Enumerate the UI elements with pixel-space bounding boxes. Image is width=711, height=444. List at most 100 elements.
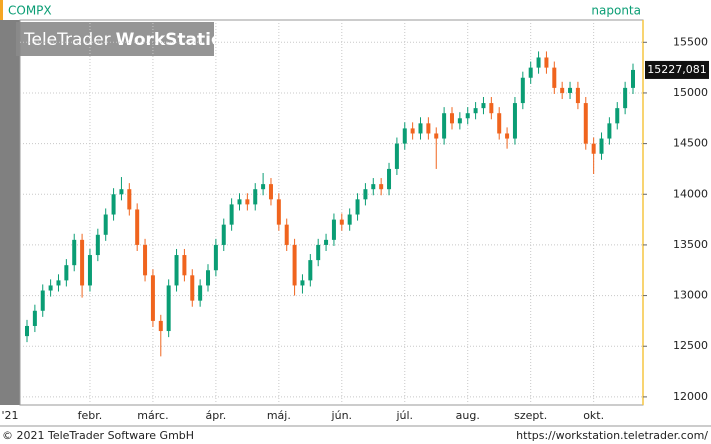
y-tick-label: 15500 [673,35,708,48]
candle-body [292,244,297,286]
candle-body [544,57,549,68]
candle-body [190,275,195,301]
candle-body [465,113,470,119]
footer-left: © 2021 TeleTrader Software GmbH [2,429,194,442]
candle-body [143,244,148,276]
y-tick-label: 14500 [673,137,708,150]
last-value-label: 15227,081 [647,63,707,76]
candle-body [111,194,116,215]
y-tick-label: 14000 [673,187,708,200]
candle-body [363,189,368,200]
candle-body [402,128,407,144]
last-value-box [645,60,709,79]
x-tick-label: szept. [514,409,547,422]
candle-body [591,143,596,154]
candle-body [237,199,242,205]
candle-body [442,113,447,139]
candle-body [268,184,273,200]
x-tick-label: jún. [331,409,353,422]
candle-body [615,108,620,124]
candle-body [418,123,423,134]
candle-body [119,189,124,195]
candle-body [135,209,140,245]
y-tick-label: 12500 [673,339,708,352]
candle-body [64,265,69,281]
candle-body [481,103,486,109]
candle-body [347,214,352,225]
candle-body [520,77,525,104]
candle-body [150,275,155,321]
candle-body [25,325,29,337]
x-tick-label: ápr. [206,409,227,422]
x-tick-label: okt. [583,409,604,422]
candle-body [607,123,612,139]
candle-body [308,260,313,281]
candle-body [473,108,478,114]
candle-body [87,255,92,286]
candle-body [182,255,187,276]
symbol-marker [0,0,3,20]
candle-body [387,168,392,190]
candle-body [221,224,226,245]
candle-body [316,244,321,261]
y-tick-label: 13500 [673,238,708,251]
candle-body [198,285,203,301]
x-tick-label: aug. [456,409,480,422]
x-tick-label: júl. [395,409,413,422]
candle-body [158,320,163,332]
candle-body [457,118,462,124]
candle-body [449,113,454,124]
footer-right: https://workstation.teletrader.com/ [516,429,708,442]
candle-body [536,57,541,68]
candle-body [568,87,573,93]
interval: naponta [591,4,641,18]
x-tick-label: márc. [137,409,168,422]
candle-body [489,103,494,114]
candle-body [426,123,431,134]
watermark-part: WorkStation [116,30,235,50]
candle-body [339,219,344,225]
candle-body [245,199,250,205]
candle-body [80,239,85,286]
candle-body [127,189,132,210]
candle-body [623,87,628,109]
x-tick-label: febr. [78,409,103,422]
symbol: COMPX [8,4,52,18]
candle-body [253,189,258,205]
candle-body [213,244,218,271]
candle-body [95,234,100,256]
candle-body [40,290,45,311]
candle-body [512,103,517,139]
candle-body [631,69,635,88]
candle-body [48,285,53,291]
candle-body [528,67,533,78]
candle-body [434,133,439,139]
plot: 12000 12500 13000 13500 14000 14500 15000 15500… [1,20,709,422]
candle-body [300,280,305,286]
y-tick-label: 12000 [673,390,708,403]
candle-body [276,199,281,225]
watermark-box [16,22,214,56]
candle-body [410,128,415,134]
candle-body [166,285,171,332]
candle-body [32,310,37,326]
candle-body [497,113,502,134]
watermark: TeleTrader WorkStation [23,30,235,50]
candle-body [379,184,384,190]
candle-body [355,199,360,215]
candle-body [284,224,289,245]
x-tick-label: '21 [1,409,18,422]
candle-body [505,133,510,139]
candle-body [331,219,336,240]
candle-body [103,214,108,235]
y-tick-label: 15000 [673,86,708,99]
left-bar [0,20,20,405]
candle-body [583,103,588,144]
candle-body [394,143,399,169]
candle-body [261,184,266,190]
candle-body [174,255,179,286]
candle-body [324,239,329,245]
x-tick-label: máj. [267,409,291,422]
